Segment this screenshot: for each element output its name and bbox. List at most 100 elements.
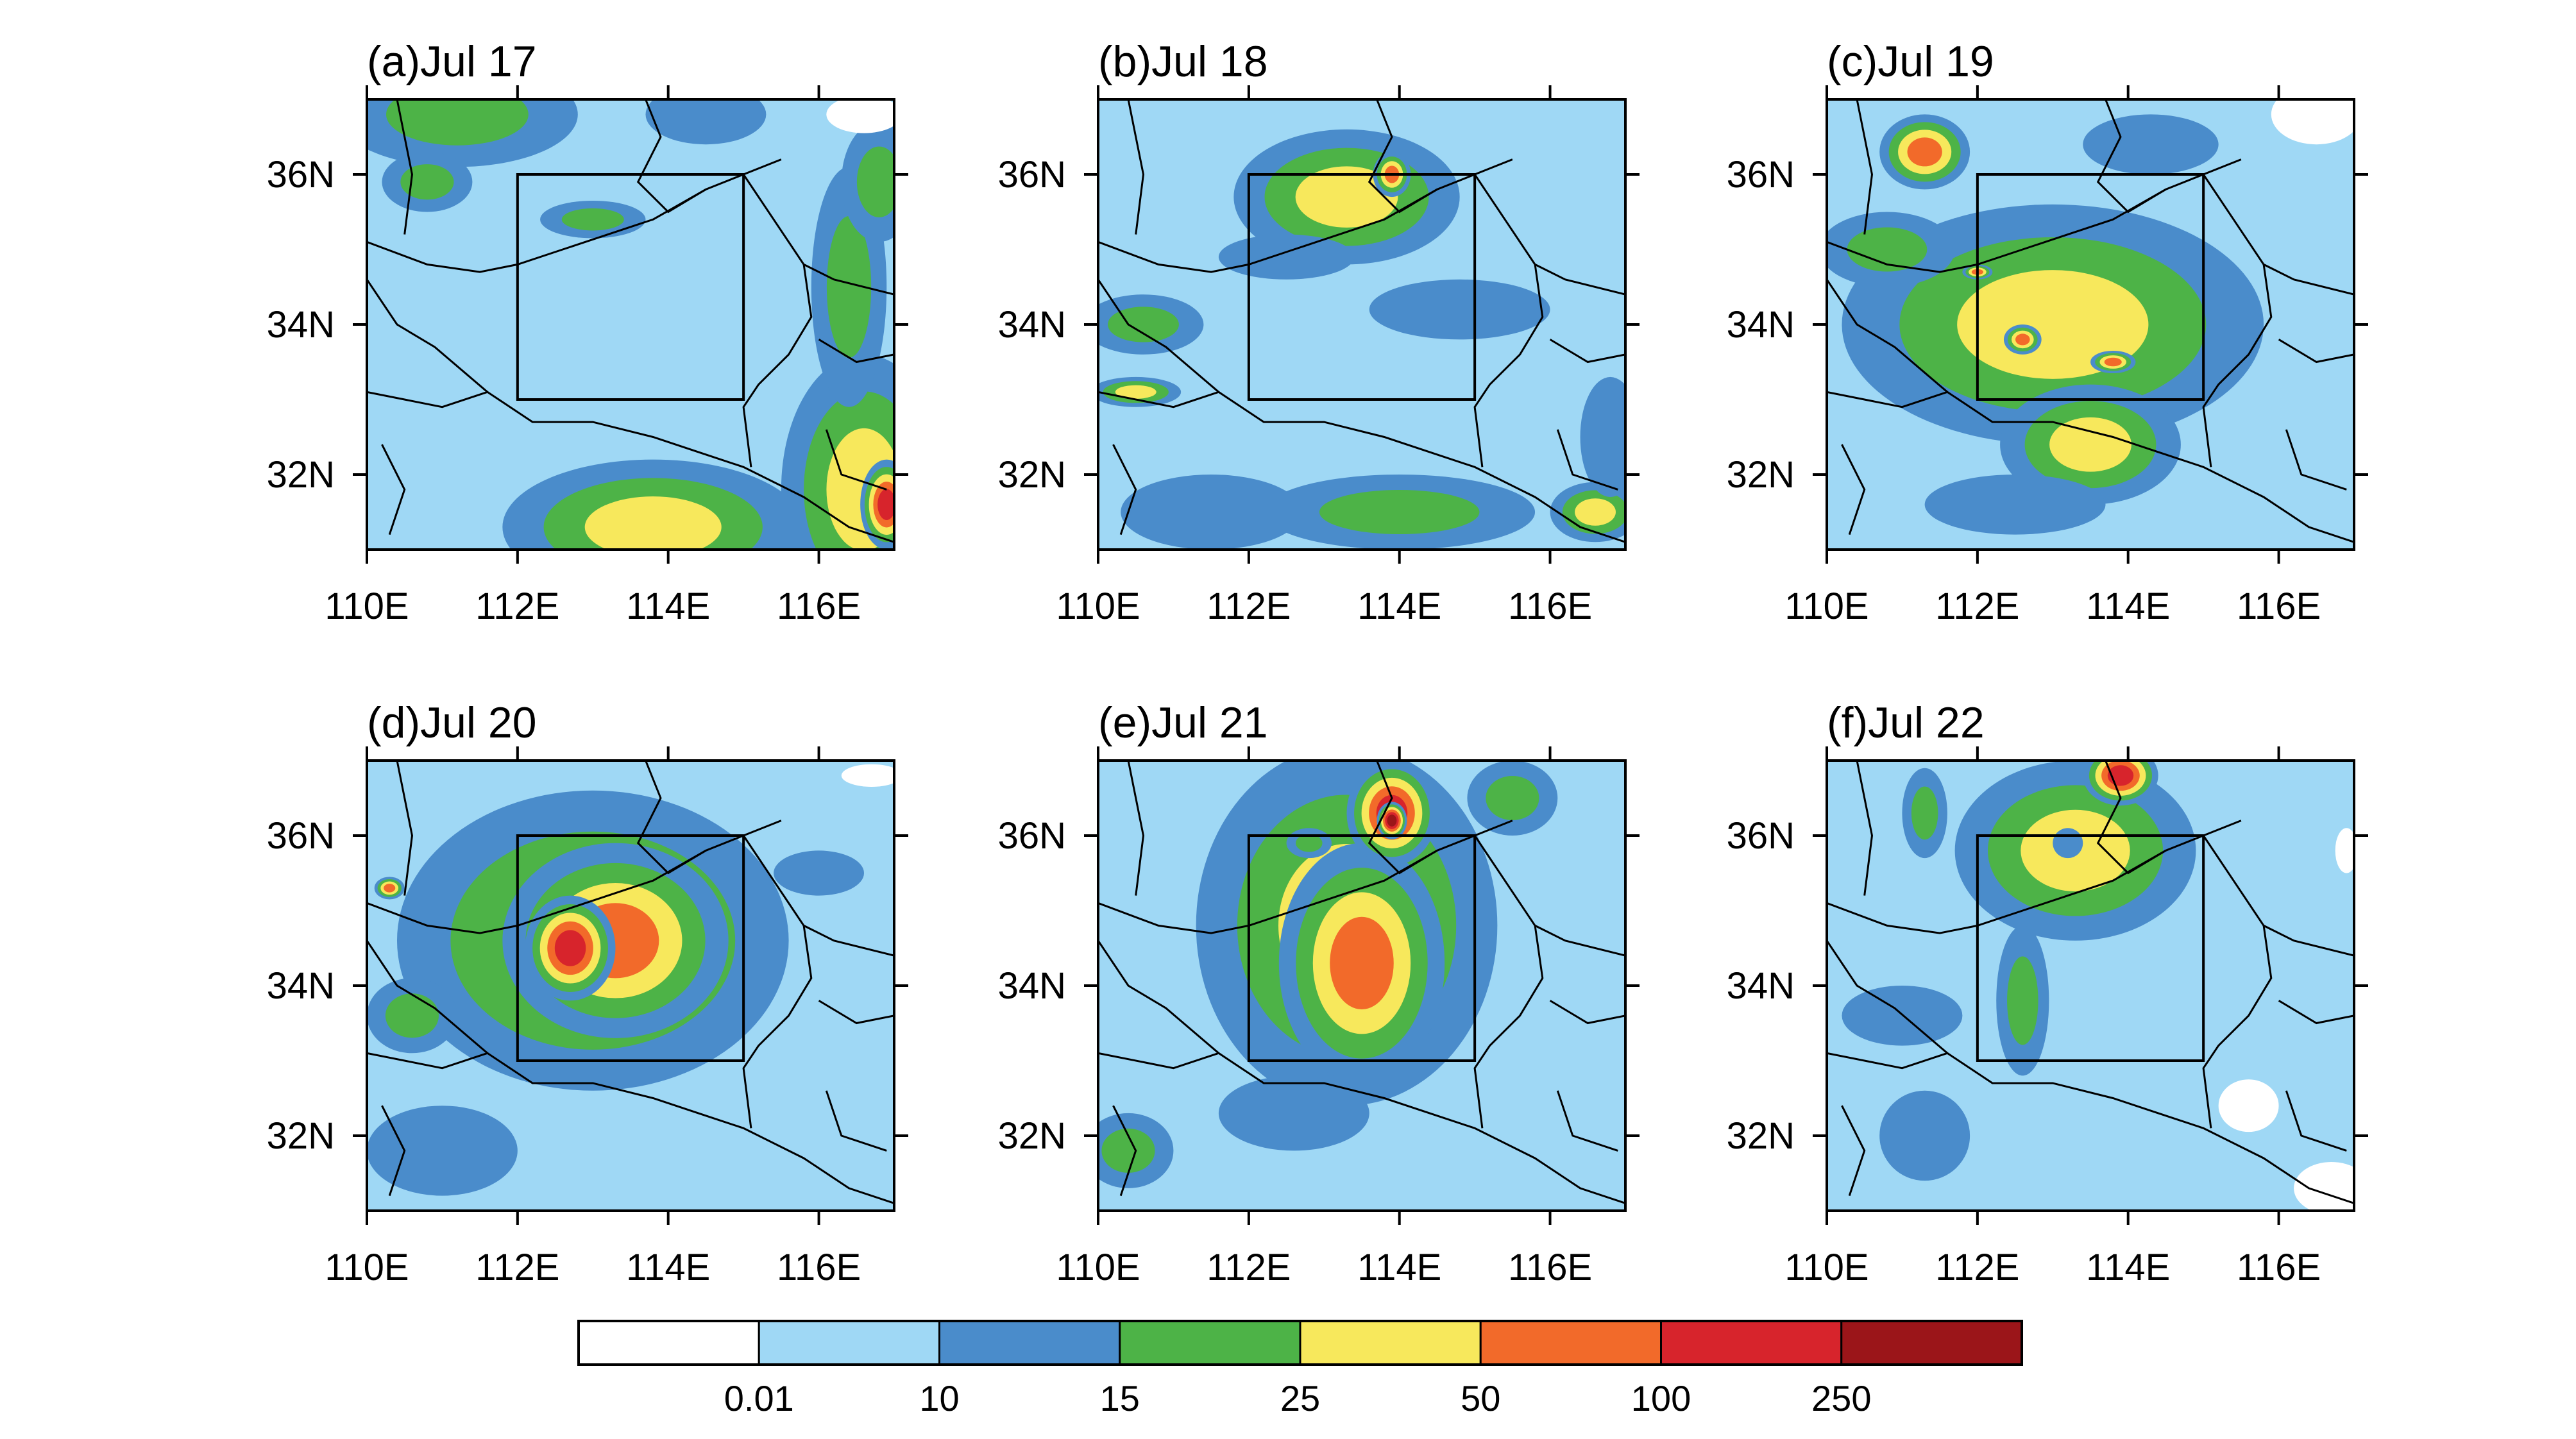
y-tick-label: 36N (1727, 154, 1795, 196)
precip-contour (856, 146, 894, 217)
study-region-box (516, 834, 745, 1062)
province-boundary (1098, 391, 1219, 408)
province-boundary (1856, 99, 1874, 235)
study-region-box (1976, 173, 2205, 401)
precip-contour (1330, 916, 1394, 1010)
precip-contour (400, 164, 454, 200)
colorbar-label: 25 (1280, 1378, 1320, 1418)
province-boundary (1098, 158, 1513, 273)
precip-contour (1387, 814, 1397, 827)
precip-contour (561, 208, 624, 231)
y-tick-label: 36N (998, 815, 1066, 857)
map-panel: 110E 112E 114E 116E 32N 34N 36N (c)Jul 19 (1727, 37, 2368, 627)
precip-field (367, 99, 894, 550)
precip-contour (1115, 385, 1157, 399)
province-boundary (367, 1052, 488, 1070)
precip-contour (1218, 234, 1355, 280)
province-boundary (1473, 925, 1544, 1129)
map-panel: 110E 112E 114E 116E 32N 34N 36N (b)Jul 18 (998, 37, 1640, 627)
precip-contour (2015, 333, 2030, 346)
x-tick-label: 110E (1784, 585, 1868, 627)
panel-title: (a)Jul 17 (367, 37, 537, 86)
province-boundary (381, 1105, 406, 1197)
y-tick-label: 36N (267, 815, 335, 857)
x-tick-label: 116E (777, 1247, 861, 1288)
dry-patch (2271, 99, 2354, 145)
province-boundary (2096, 99, 2167, 214)
precip-contour (1319, 489, 1480, 535)
colorbar: 0.01 10 15 25 50 100 250 (577, 1320, 2023, 1418)
x-tick-label: 112E (1207, 585, 1291, 627)
x-tick-label: 116E (1508, 1247, 1592, 1288)
map-panel: 110E 112E 114E 116E 32N 34N 36N (f)Jul 22 (1727, 698, 2368, 1288)
x-tick-label: 116E (1508, 585, 1592, 627)
x-tick-label: 114E (626, 585, 710, 627)
province-boundary (1112, 444, 1137, 535)
panel-title: (d)Jul 20 (367, 698, 537, 747)
province-boundary (2202, 925, 2273, 1129)
province-boundary (1556, 1090, 1618, 1152)
x-tick-label: 112E (1207, 1247, 1291, 1288)
colorbar-swatch (577, 1320, 760, 1366)
province-boundary (1827, 278, 2354, 543)
province-boundary (742, 264, 813, 467)
x-tick-label: 110E (1056, 585, 1140, 627)
province-boundary (1098, 1052, 1219, 1070)
precip-contour (1101, 1128, 1155, 1173)
precip-contour (1911, 786, 1938, 840)
province-boundary (367, 820, 782, 934)
province-boundary (2285, 429, 2347, 491)
province-boundary (1098, 820, 1513, 934)
dry-patch (2335, 828, 2354, 873)
province-boundary (818, 1000, 894, 1025)
province-boundary (2202, 264, 2273, 467)
precip-contour (826, 216, 872, 358)
x-tick-label: 112E (475, 1247, 559, 1288)
study-region-box (516, 173, 745, 401)
province-boundary (396, 761, 414, 896)
province-boundary (367, 158, 782, 273)
y-tick-label: 36N (1727, 815, 1795, 857)
province-boundary (1368, 761, 1438, 875)
y-tick-label: 34N (1727, 965, 1795, 1007)
province-boundary (2278, 1000, 2354, 1025)
precip-field (1098, 99, 1625, 550)
colorbar-label: 10 (919, 1378, 959, 1418)
province-boundary (381, 444, 406, 535)
panel-title: (b)Jul 18 (1098, 37, 1268, 86)
province-boundary (1556, 429, 1618, 491)
province-boundary (1112, 1105, 1137, 1197)
precip-contour (367, 1106, 518, 1196)
precip-contour (386, 99, 529, 146)
province-boundary (1841, 444, 1866, 535)
y-tick-label: 34N (267, 965, 335, 1007)
precip-contour (384, 884, 396, 893)
x-tick-label: 114E (1357, 1247, 1441, 1288)
y-tick-label: 34N (267, 304, 335, 346)
colorbar-swatch (938, 1320, 1121, 1366)
province-boundary (1473, 264, 1544, 467)
precip-contour (1957, 270, 2149, 379)
province-boundary (1549, 339, 1625, 364)
y-tick-label: 36N (998, 154, 1066, 196)
precip-contour (2049, 417, 2131, 472)
y-tick-label: 32N (1727, 1115, 1795, 1157)
y-tick-label: 34N (998, 965, 1066, 1007)
y-tick-label: 34N (998, 304, 1066, 346)
precip-field (1827, 99, 2354, 543)
map-panel: 110E 112E 114E 116E 32N 34N 36N (e)Jul 21 (998, 698, 1640, 1288)
province-boundary (2285, 1090, 2347, 1152)
precip-contour (385, 993, 439, 1038)
colorbar-label: 250 (1811, 1378, 1871, 1418)
province-boundary (2278, 339, 2354, 364)
panel-title: (c)Jul 19 (1827, 37, 1994, 86)
x-tick-label: 114E (1357, 585, 1441, 627)
province-boundary (1827, 820, 2242, 934)
province-boundary (1827, 391, 1948, 408)
x-tick-label: 112E (475, 585, 559, 627)
x-tick-label: 112E (1935, 585, 2019, 627)
y-tick-label: 32N (267, 1115, 335, 1157)
precip-contour (1580, 376, 1625, 498)
x-tick-label: 116E (777, 585, 861, 627)
colorbar-swatch (1660, 1320, 1843, 1366)
